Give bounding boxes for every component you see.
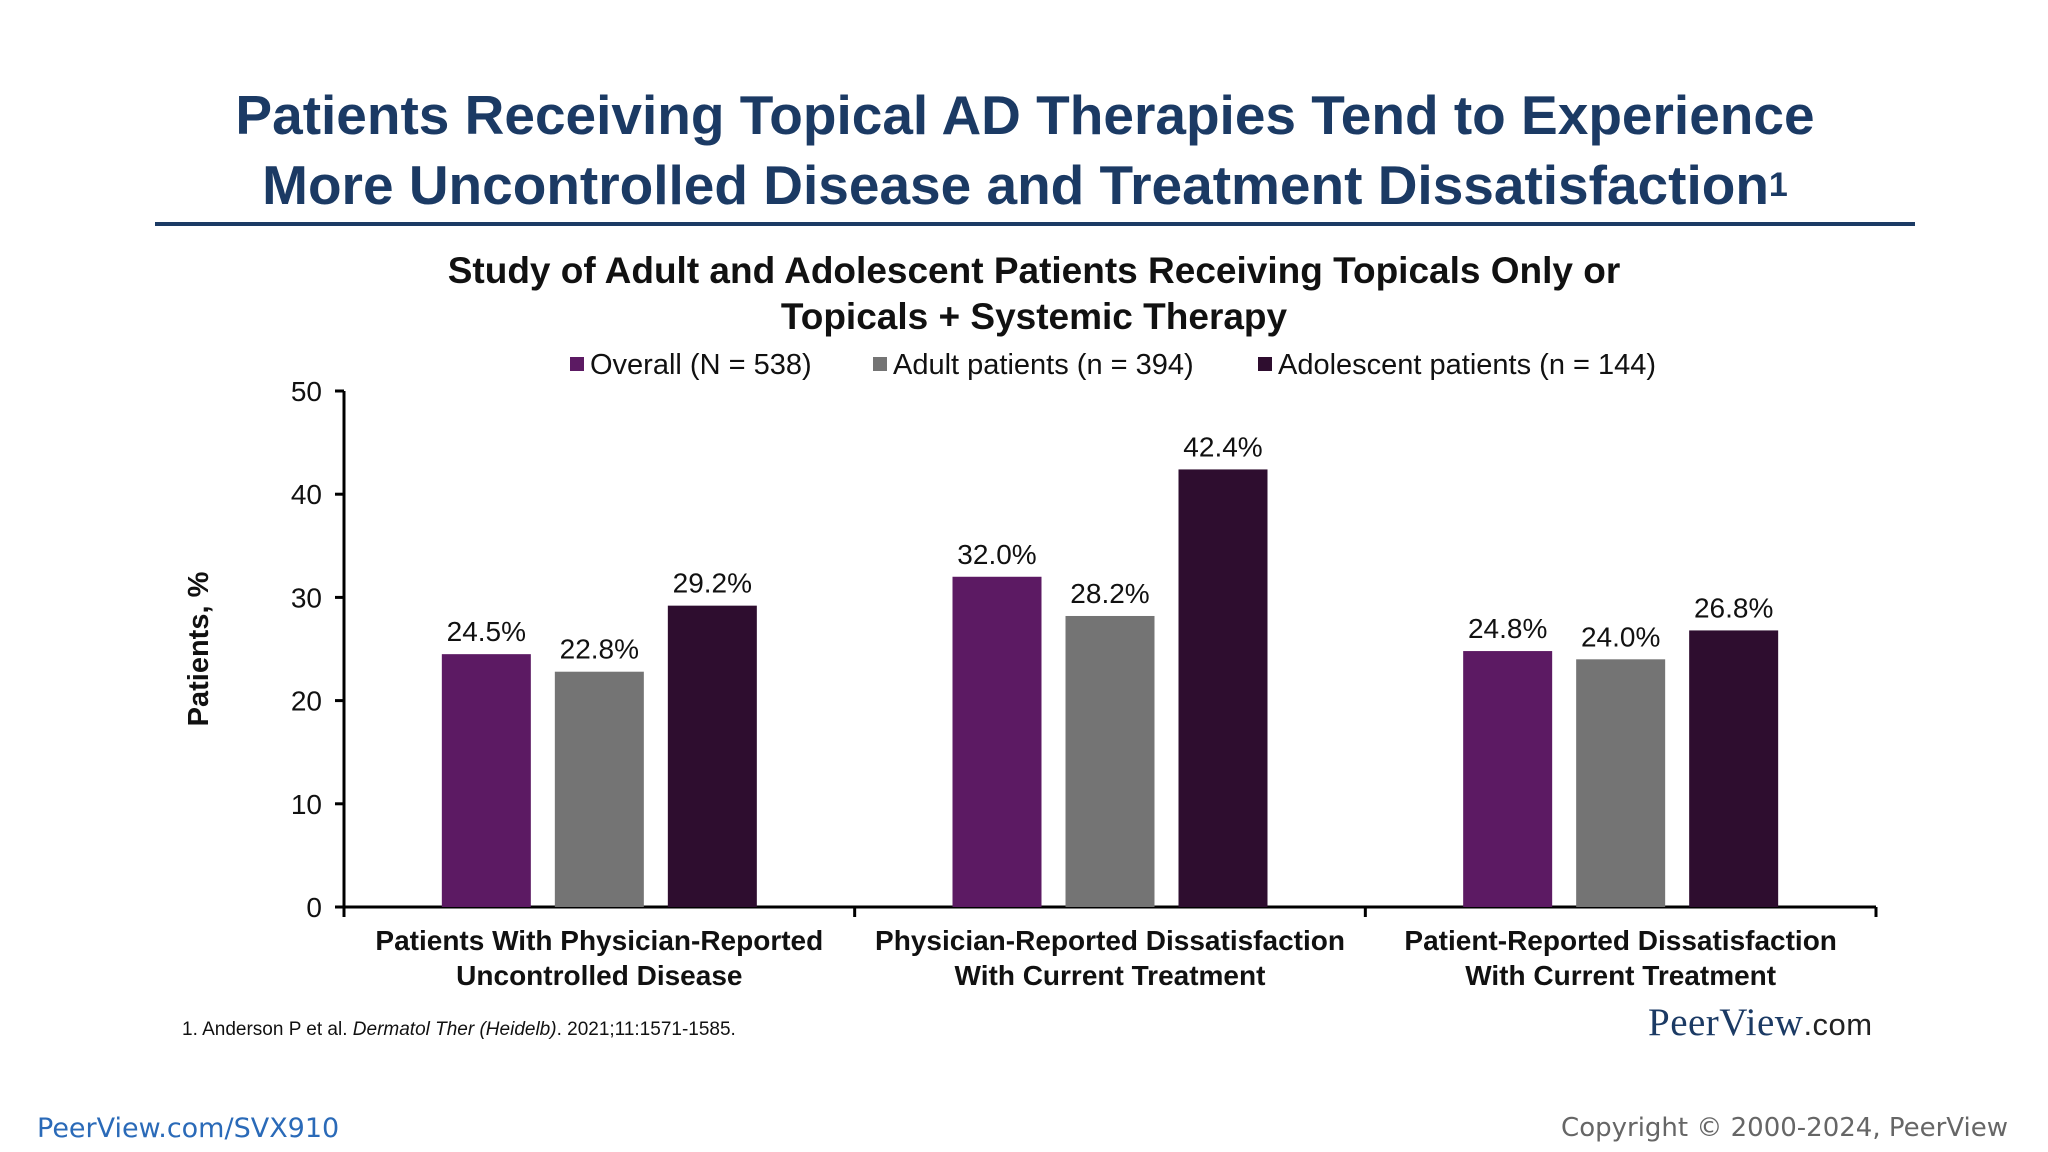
slide-title-line-2: More Uncontrolled Disease and Treatment … <box>150 150 1900 228</box>
bar <box>1689 630 1779 907</box>
bar <box>952 576 1042 907</box>
y-tick-label: 40 <box>291 479 322 510</box>
slide-title-line-1: Patients Receiving Topical AD Therapies … <box>235 84 1815 146</box>
bar-data-label: 26.8% <box>1694 592 1773 623</box>
y-tick-label: 30 <box>291 582 322 613</box>
footnote-reference: 1 <box>1768 166 1788 204</box>
x-category-label: Patient-Reported Dissatisfaction <box>1404 925 1837 956</box>
bar <box>1576 659 1666 907</box>
bar <box>1065 615 1155 907</box>
bar <box>1463 651 1553 907</box>
x-category-label: Patients With Physician-Reported <box>375 925 823 956</box>
bar-data-label: 24.5% <box>447 616 526 647</box>
y-tick-label: 20 <box>291 686 322 717</box>
footnote-suffix: . 2021;11:1571-1585. <box>556 1019 736 1040</box>
bar <box>667 605 757 907</box>
footnote: 1. Anderson P et al. Dermatol Ther (Heid… <box>182 1019 736 1041</box>
footer-copyright: Copyright © 2000-2024, PeerView <box>1561 1113 2008 1143</box>
legend-label: Adult patients (n = 394) <box>893 349 1194 381</box>
y-tick-label: 50 <box>291 376 322 407</box>
x-category-label: With Current Treatment <box>1465 960 1776 991</box>
bar <box>441 654 531 907</box>
footer-link[interactable]: PeerView.com/SVX910 <box>37 1113 340 1144</box>
chart-title-line-1: Study of Adult and Adolescent Patients R… <box>447 250 1621 291</box>
legend-swatch <box>570 357 584 371</box>
footnote-prefix: 1. Anderson P et al. <box>182 1019 353 1040</box>
x-category-label: Physician-Reported Dissatisfaction <box>875 925 1345 956</box>
legend-label: Overall (N = 538) <box>590 349 812 381</box>
legend-label: Adolescent patients (n = 144) <box>1278 349 1656 381</box>
title-divider <box>155 222 1915 226</box>
bar <box>554 671 644 907</box>
bar-data-label: 42.4% <box>1183 431 1262 462</box>
bar-data-label: 24.0% <box>1581 621 1660 652</box>
y-tick-label: 0 <box>306 892 322 923</box>
slide-title-line-2-text: More Uncontrolled Disease and Treatment … <box>262 154 1769 216</box>
logo-suffix: .com <box>1803 1007 1873 1042</box>
bar-data-label: 32.0% <box>957 539 1036 570</box>
x-category-label: Uncontrolled Disease <box>456 960 742 991</box>
logo-main: PeerView <box>1648 1001 1804 1044</box>
bar-data-label: 22.8% <box>560 634 639 665</box>
bar-data-label: 24.8% <box>1468 613 1547 644</box>
bar-data-label: 29.2% <box>673 568 752 599</box>
chart-title-line-2: Topicals + Systemic Therapy <box>780 296 1288 337</box>
y-tick-label: 10 <box>291 789 322 820</box>
bar <box>1178 469 1268 907</box>
slide-title: Patients Receiving Topical AD Therapies … <box>150 80 1900 228</box>
x-category-label: With Current Treatment <box>955 960 1266 991</box>
peerview-logo: PeerView.com <box>1648 1000 1873 1045</box>
legend-swatch <box>873 357 887 371</box>
y-axis-label: Patients, % <box>183 571 215 726</box>
chart-title: Study of Adult and Adolescent Patients R… <box>300 248 1768 340</box>
bar-data-label: 28.2% <box>1070 578 1149 609</box>
legend-swatch <box>1258 357 1272 371</box>
footnote-journal: Dermatol Ther (Heidelb) <box>352 1019 557 1040</box>
